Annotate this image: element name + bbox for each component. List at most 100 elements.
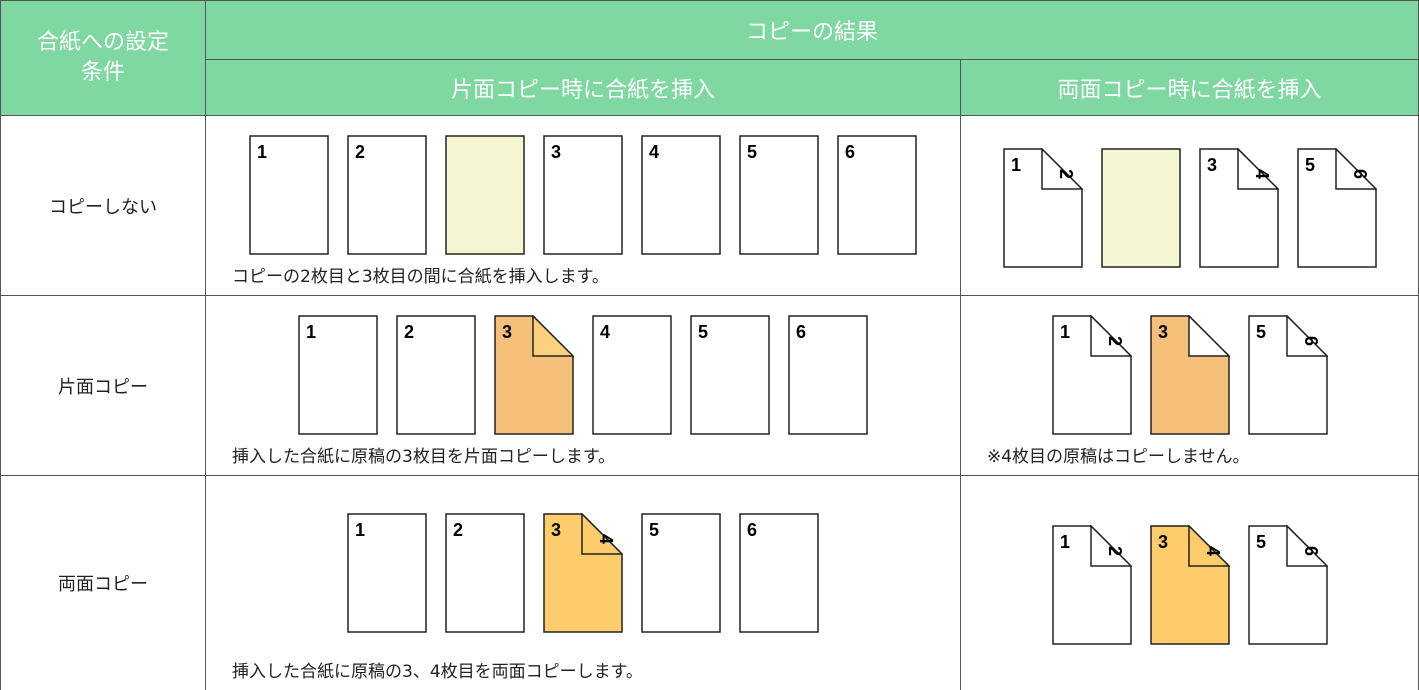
sheet-body: [1100, 147, 1181, 268]
sheet-body: 5: [690, 315, 770, 435]
sheet-outline: [445, 512, 525, 633]
sheet: 2: [445, 512, 525, 633]
sheet-fold: [532, 315, 574, 357]
sheet-body: 2: [445, 512, 525, 633]
note: ※4枚目の原稿はコピーしません。: [987, 447, 1250, 467]
page-number: 2: [404, 322, 414, 342]
back-page-number: 2: [1056, 169, 1076, 179]
page-number: 4: [600, 322, 610, 342]
sheet-body: 5: [739, 135, 819, 255]
header-condition: 合紙への設定条件: [0, 0, 206, 116]
sheet-body: 4: [592, 315, 672, 435]
sheet-fold: [1236, 147, 1279, 190]
sheet-outline: [788, 315, 868, 435]
page-number: 3: [1158, 532, 1168, 552]
page-number: 1: [1060, 532, 1070, 552]
sheet-fold: [1040, 147, 1083, 190]
page-number: 5: [1256, 532, 1266, 552]
result-cell: 1 2 3 5 6 ※4枚目の原稿はコピーしません。: [960, 295, 1419, 476]
sheet-outline: [690, 315, 770, 435]
result-cell: 1 2 3 4 5 6 挿入した合紙に原稿の3枚目を片面コピーします。: [205, 295, 961, 476]
back-page-number: 4: [596, 534, 616, 544]
sheet-body: 3: [494, 315, 574, 435]
sheet-fold: [1089, 525, 1132, 567]
page-number: 3: [1158, 322, 1168, 342]
sheet: 5: [690, 315, 770, 435]
sheet-outline: [739, 135, 819, 255]
note: 挿入した合紙に原稿の3枚目を片面コピーします。: [232, 447, 616, 467]
sheet: 4: [592, 315, 672, 435]
sheet: [445, 135, 525, 255]
sheet-body: 6: [788, 315, 868, 435]
header-result: コピーの結果: [205, 0, 1419, 60]
sheet-outline: [249, 135, 329, 255]
sheet: 3: [494, 315, 574, 435]
sheet-body: 6: [739, 512, 819, 633]
header-single: 片面コピー時に合紙を挿入: [205, 59, 961, 116]
page-number: 1: [1060, 322, 1070, 342]
page-number: 6: [747, 520, 757, 540]
sheet-outline: [298, 315, 378, 435]
sheet: 6: [739, 512, 819, 633]
sheet-outline: [592, 315, 672, 435]
page-number: 1: [257, 142, 267, 162]
sheet-outline: [641, 135, 721, 255]
page-number: 2: [355, 142, 365, 162]
page-number: 5: [698, 322, 708, 342]
sheet: 2: [347, 135, 427, 255]
sheet-body: 3: [1149, 315, 1230, 435]
sheet-outline: [739, 512, 819, 633]
back-page-number: 4: [1203, 546, 1223, 556]
sheet-outline: [445, 135, 525, 255]
sheet-row: 1 2 3 4 5 6: [298, 308, 868, 442]
page-number: 1: [306, 322, 316, 342]
sheet: 2: [396, 315, 476, 435]
sheet: 6: [837, 135, 917, 255]
sheet-fold: [581, 512, 623, 555]
result-cell: 1 2 3 4 5 6 挿入した合紙に原稿の3、4枚目を両面コピーします。: [205, 475, 961, 690]
sheet: 6: [788, 315, 868, 435]
page-number: 2: [453, 520, 463, 540]
page-number: 1: [355, 520, 365, 540]
row-condition: 片面コピー: [0, 295, 206, 476]
header-duplex: 両面コピー時に合紙を挿入: [960, 59, 1419, 116]
sheet-outline: [1100, 147, 1181, 268]
sheet-body: 2: [396, 315, 476, 435]
sheet-outline: [641, 512, 721, 633]
sheet-fold: [1089, 315, 1132, 357]
sheet-body: [445, 135, 525, 255]
page-number: 3: [551, 142, 561, 162]
sheet-outline: [837, 135, 917, 255]
sheet-body: 1: [249, 135, 329, 255]
back-page-number: 6: [1350, 169, 1370, 179]
sheet: 5: [641, 512, 721, 633]
sheet-outline: [543, 135, 623, 255]
sheet-fold: [1187, 315, 1230, 357]
page-number: 4: [649, 142, 659, 162]
page-number: 5: [1305, 155, 1315, 175]
sheet: 3: [543, 135, 623, 255]
result-cell: 1 2 3 4 5 6 コピーの2枚目と3枚目の間に合紙を挿入します。: [205, 115, 961, 296]
page-number: 6: [796, 322, 806, 342]
